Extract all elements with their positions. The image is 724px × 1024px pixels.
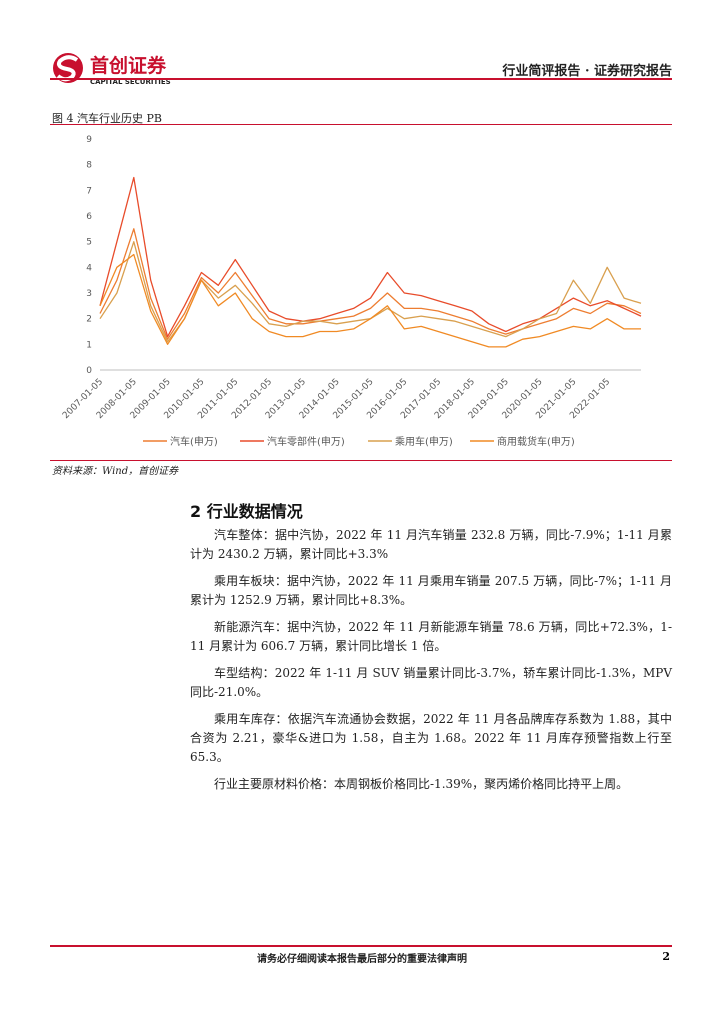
- series-line: [99, 253, 641, 348]
- page-number: 2: [662, 950, 670, 963]
- legend-label: 汽车零部件(申万): [267, 435, 345, 448]
- chart: 01234567892007-01-052008-01-052009-01-05…: [61, 135, 642, 448]
- report-type: 行业简评报告 · 证券研究报告: [502, 64, 672, 79]
- y-tick-label: 5: [86, 238, 92, 248]
- section-body: 汽车整体：据中汽协，2022 年 11 月汽车销量 232.8 万辆，同比-7.…: [190, 526, 672, 802]
- series-line: [99, 228, 642, 340]
- paragraph: 乘用车板块：据中汽协，2022 年 11 月乘用车销量 207.5 万辆，同比-…: [190, 574, 672, 607]
- y-tick-label: 0: [86, 366, 92, 376]
- y-tick-label: 3: [86, 289, 92, 299]
- footer-notice: 请务必仔细阅读本报告最后部分的重要法律声明: [257, 954, 467, 965]
- y-tick-label: 6: [86, 212, 92, 222]
- y-tick-label: 4: [86, 263, 92, 273]
- caption-rule: [50, 124, 672, 125]
- y-tick-label: 9: [86, 135, 92, 145]
- y-tick-label: 8: [86, 161, 92, 171]
- paragraph: 车型结构：2022 年 1-11 月 SUV 销量累计同比-3.7%，轿车累计同…: [190, 666, 672, 699]
- header-rule: [50, 78, 672, 80]
- paragraph: 乘用车库存：依据汽车流通协会数据，2022 年 11 月各品牌库存系数为 1.8…: [190, 712, 672, 764]
- source-rule: [50, 460, 672, 461]
- legend-label: 商用载货车(申万): [497, 435, 575, 448]
- legend-label: 汽车(申万): [170, 435, 218, 448]
- section-heading: 2 行业数据情况: [190, 502, 303, 521]
- company: 首创证券: [90, 54, 167, 77]
- paragraph: 新能源汽车：据中汽协，2022 年 11 月新能源车销量 78.6 万辆，同比+…: [190, 620, 672, 653]
- paragraph: 汽车整体：据中汽协，2022 年 11 月汽车销量 232.8 万辆，同比-7.…: [190, 528, 672, 561]
- y-tick-label: 2: [86, 315, 92, 325]
- company-en: CAPITAL SECURITIES: [90, 78, 171, 86]
- series-line: [99, 176, 642, 338]
- legend-label: 乘用车(申万): [395, 435, 453, 448]
- figure-source: 资料来源：Wind，首创证券: [52, 466, 179, 477]
- y-tick-label: 7: [86, 186, 92, 196]
- y-tick-label: 1: [86, 340, 92, 350]
- series-line: [99, 241, 642, 343]
- footer-rule: [50, 945, 672, 947]
- logo: 首创证券 CAPITAL SECURITIES: [53, 53, 171, 86]
- figure-caption: 图 4 汽车行业历史 PB: [52, 112, 162, 125]
- paragraph: 行业主要原材料价格：本周钢板价格同比-1.39%，聚丙烯价格同比持平上周。: [214, 777, 629, 791]
